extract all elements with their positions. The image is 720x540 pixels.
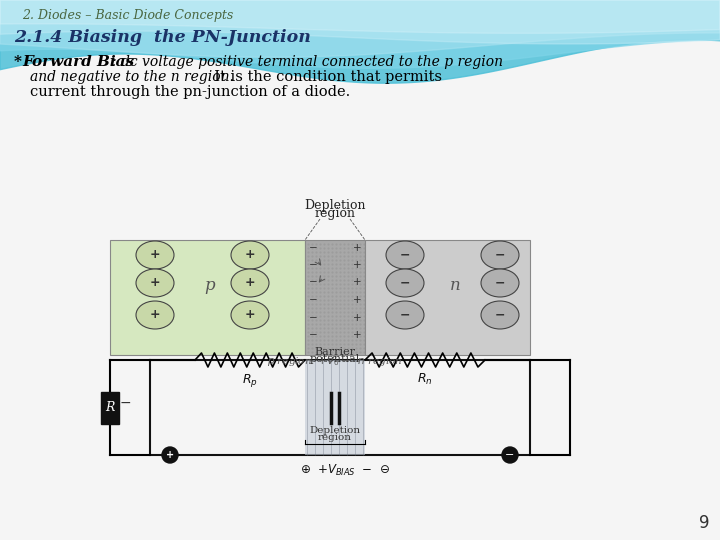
Text: *: * bbox=[14, 55, 22, 69]
Text: p: p bbox=[204, 276, 215, 294]
Text: +: + bbox=[150, 276, 161, 289]
Bar bbox=[101, 392, 119, 423]
Text: −: − bbox=[505, 450, 515, 460]
Text: +: + bbox=[245, 248, 256, 261]
Text: Barrier: Barrier bbox=[315, 347, 356, 357]
Bar bbox=[365, 240, 530, 355]
Text: +: + bbox=[245, 276, 256, 289]
Ellipse shape bbox=[481, 301, 519, 329]
Ellipse shape bbox=[386, 241, 424, 269]
Text: −: − bbox=[495, 248, 505, 261]
Text: R: R bbox=[105, 401, 114, 414]
Text: potential: potential bbox=[310, 354, 360, 364]
Bar bbox=[305, 360, 365, 455]
Text: : dc voltage positive terminal connected to the p region: : dc voltage positive terminal connected… bbox=[112, 55, 503, 69]
Text: −: − bbox=[309, 313, 318, 323]
Text: −: − bbox=[309, 330, 318, 340]
Text: $R_p$: $R_p$ bbox=[242, 372, 258, 389]
Ellipse shape bbox=[136, 269, 174, 297]
Ellipse shape bbox=[231, 241, 269, 269]
Text: $\oplus$  $+V_{BIAS}$  $-$  $\ominus$: $\oplus$ $+V_{BIAS}$ $-$ $\ominus$ bbox=[300, 463, 390, 478]
Text: Forward Bias: Forward Bias bbox=[22, 55, 134, 69]
Text: +: + bbox=[245, 308, 256, 321]
Text: 2.1.4 Biasing  the PN-Junction: 2.1.4 Biasing the PN-Junction bbox=[14, 29, 311, 45]
Ellipse shape bbox=[231, 269, 269, 297]
Bar bbox=[305, 240, 365, 355]
Text: $R_n$: $R_n$ bbox=[417, 372, 433, 387]
Ellipse shape bbox=[386, 269, 424, 297]
Text: +: + bbox=[353, 277, 361, 287]
Text: +: + bbox=[150, 248, 161, 261]
Ellipse shape bbox=[136, 301, 174, 329]
Text: −: − bbox=[309, 277, 318, 287]
Text: −: − bbox=[400, 308, 410, 321]
Text: current through the pn-junction of a diode.: current through the pn-junction of a dio… bbox=[30, 85, 350, 99]
Text: −: − bbox=[400, 248, 410, 261]
Bar bbox=[110, 240, 305, 355]
Text: −: − bbox=[309, 260, 318, 270]
Text: +: + bbox=[353, 330, 361, 340]
Text: −: − bbox=[309, 243, 318, 253]
Text: +: + bbox=[353, 295, 361, 305]
Text: $p$ region  $+V_0-$  $n$ region: $p$ region $+V_0-$ $n$ region bbox=[267, 354, 402, 368]
Text: region: region bbox=[318, 433, 352, 442]
Text: n: n bbox=[449, 276, 460, 294]
Text: 2. Diodes – Basic Diode Concepts: 2. Diodes – Basic Diode Concepts bbox=[22, 10, 233, 23]
Circle shape bbox=[502, 447, 518, 463]
Text: −: − bbox=[309, 295, 318, 305]
Ellipse shape bbox=[386, 301, 424, 329]
Text: Depletion: Depletion bbox=[310, 426, 361, 435]
Text: It is the condition that permits: It is the condition that permits bbox=[205, 70, 442, 84]
Ellipse shape bbox=[481, 269, 519, 297]
Bar bbox=[150, 360, 530, 455]
Text: −: − bbox=[495, 276, 505, 289]
Text: +: + bbox=[166, 450, 174, 460]
Text: +: + bbox=[353, 260, 361, 270]
Text: region: region bbox=[315, 207, 356, 220]
Text: +: + bbox=[353, 313, 361, 323]
Ellipse shape bbox=[481, 241, 519, 269]
Text: 9: 9 bbox=[700, 514, 710, 532]
Text: −: − bbox=[495, 308, 505, 321]
Text: −: − bbox=[400, 276, 410, 289]
Text: −: − bbox=[120, 395, 131, 409]
Text: Depletion: Depletion bbox=[305, 199, 366, 212]
Ellipse shape bbox=[136, 241, 174, 269]
Text: +: + bbox=[150, 308, 161, 321]
Ellipse shape bbox=[231, 301, 269, 329]
Circle shape bbox=[162, 447, 178, 463]
Text: and negative to the n region.: and negative to the n region. bbox=[30, 70, 234, 84]
Text: +: + bbox=[353, 243, 361, 253]
